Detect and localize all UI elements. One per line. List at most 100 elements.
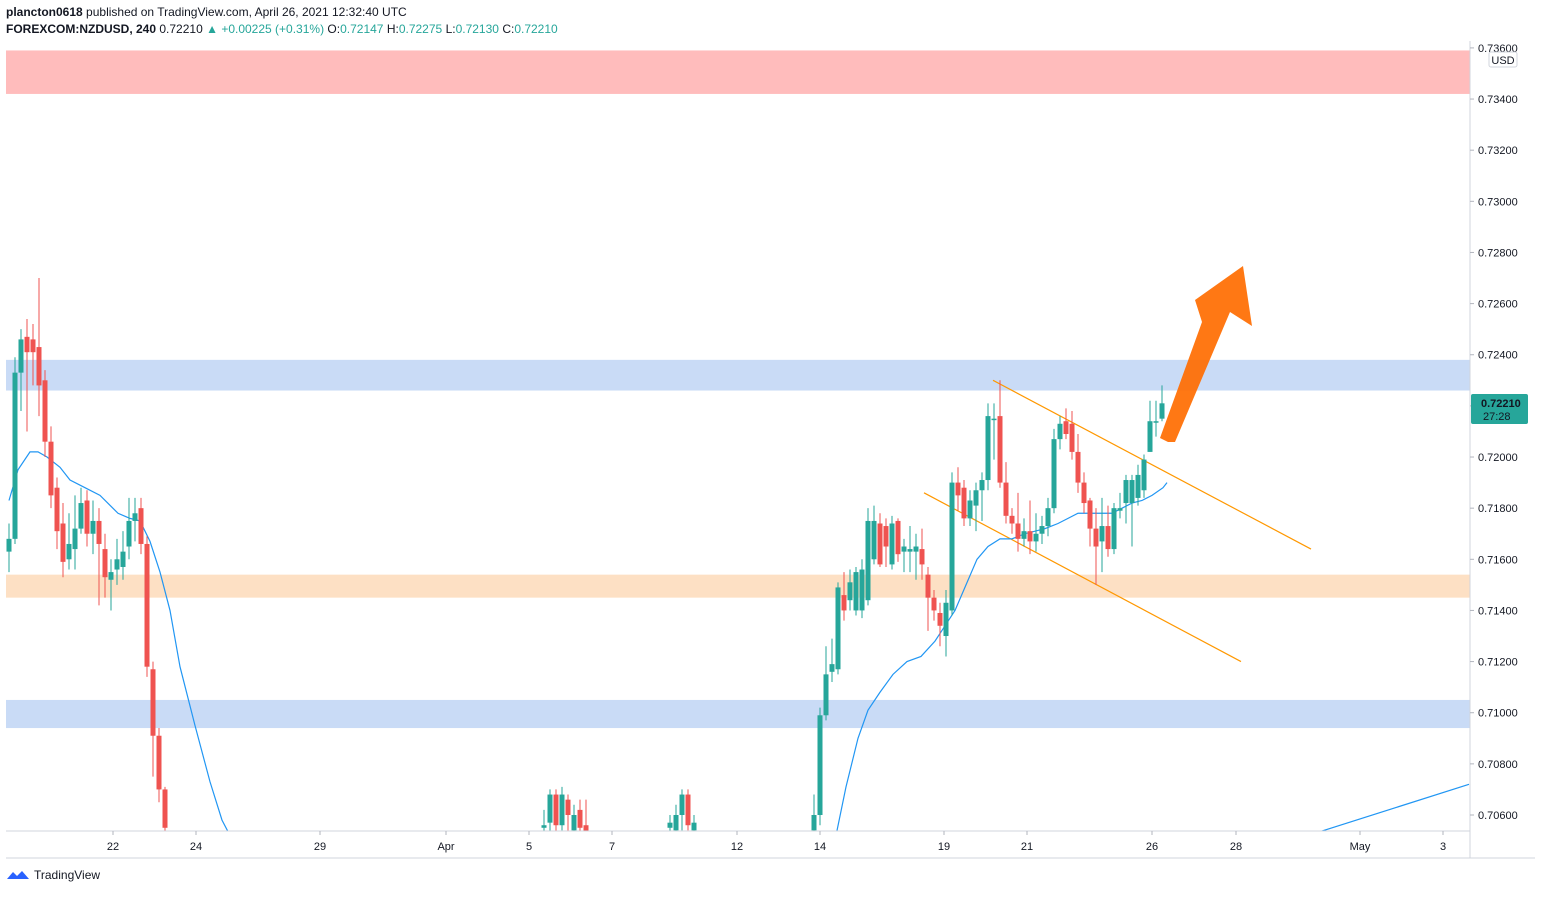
resistance-zone: [6, 50, 1470, 94]
open-label: O:: [327, 22, 341, 36]
candle: [1003, 482, 1009, 516]
candle: [1153, 421, 1159, 423]
candle: [66, 543, 72, 560]
time-tick-label: 24: [190, 841, 202, 853]
candle: [673, 815, 679, 831]
orange-support-zone: [6, 574, 1470, 598]
candle: [1027, 531, 1033, 542]
candle: [36, 347, 42, 386]
publisher-line: plancton0618 published on TradingView.co…: [6, 4, 558, 21]
candle: [150, 669, 156, 736]
candle: [559, 794, 565, 826]
moving-average-line: [8, 451, 1168, 831]
axes-layer: 0.736000.734000.732000.730000.728000.726…: [6, 41, 1535, 859]
candle: [84, 500, 90, 534]
candle: [817, 715, 823, 815]
candle: [54, 487, 60, 532]
close-value: 0.72210: [514, 22, 558, 36]
time-tick-label: 28: [1230, 841, 1242, 853]
candle: [853, 572, 859, 611]
candle: [895, 520, 901, 555]
candle: [967, 500, 973, 519]
candle: [943, 602, 949, 637]
candle: [871, 520, 877, 560]
candle: [1087, 500, 1093, 529]
time-tick-label: 12: [731, 841, 743, 853]
price-tick-label: 0.70800: [1478, 759, 1518, 771]
last-price: 0.72210: [159, 22, 203, 36]
candle: [114, 559, 120, 570]
channel-layer: [923, 379, 1312, 663]
currency-box: [1488, 51, 1518, 68]
candle: [949, 482, 955, 611]
candle: [42, 380, 48, 442]
candle: [138, 508, 144, 544]
candle: [1063, 421, 1069, 435]
candle: [685, 794, 691, 826]
published-info: published on TradingView.com, April 26, …: [86, 5, 407, 19]
candle: [667, 822, 673, 828]
time-tick-label: 14: [814, 841, 826, 853]
candle: [811, 815, 817, 831]
tradingview-logo-icon: [7, 871, 29, 879]
candle: [679, 794, 685, 815]
candle: [1033, 533, 1039, 542]
time-tick-label: 7: [609, 841, 615, 853]
tradingview-footer[interactable]: TradingView: [6, 868, 100, 882]
moving-average-line-tail: [1320, 783, 1470, 831]
candle: [877, 523, 883, 565]
candle: [108, 572, 114, 580]
candle: [1123, 480, 1129, 504]
price-tick-label: 0.71600: [1478, 554, 1518, 566]
candle: [1141, 459, 1147, 491]
candle: [1099, 526, 1105, 542]
symbol-name[interactable]: FOREXCOM:NZDUSD, 240: [6, 22, 157, 36]
candle: [553, 794, 559, 826]
tradingview-brand: TradingView: [34, 868, 101, 882]
price-change: ▲ +0.00225 (+0.31%): [206, 22, 325, 36]
candle: [6, 538, 12, 552]
candle: [1093, 528, 1099, 547]
candle: [1135, 474, 1141, 498]
time-tick-label: 5: [526, 841, 532, 853]
publisher-username[interactable]: plancton0618: [6, 5, 83, 19]
price-tick-label: 0.71200: [1478, 657, 1518, 669]
time-tick-label: 29: [314, 841, 326, 853]
time-tick-label: 21: [1021, 841, 1033, 853]
candle: [102, 549, 108, 578]
candle: [925, 574, 931, 598]
price-tick-label: 0.73200: [1478, 145, 1518, 157]
candles-layer: [6, 278, 1165, 831]
candle: [913, 546, 919, 552]
candle: [907, 549, 913, 552]
candle: [1069, 423, 1075, 452]
candle: [72, 528, 78, 550]
candle: [90, 520, 96, 534]
candle: [889, 523, 895, 565]
candle: [919, 549, 925, 565]
candle: [541, 825, 547, 828]
price-tick-label: 0.70600: [1478, 810, 1518, 822]
candle: [162, 789, 168, 828]
open-value: 0.72147: [340, 22, 384, 36]
price-tick-label: 0.71800: [1478, 503, 1518, 515]
candle: [955, 482, 961, 496]
candle: [961, 487, 967, 519]
candle: [126, 520, 132, 547]
candle: [78, 503, 84, 529]
candle: [901, 546, 907, 552]
price-tick-label: 0.72400: [1478, 350, 1518, 362]
candle: [1111, 508, 1117, 550]
high-label: H:: [386, 22, 399, 36]
candle: [1057, 423, 1063, 440]
candle: [859, 569, 865, 611]
candle: [571, 815, 577, 831]
candle: [156, 735, 162, 790]
lower-blue-zone: [6, 699, 1470, 729]
low-value: 0.72130: [455, 22, 499, 36]
candle: [1051, 439, 1057, 509]
current-price-box: [1471, 394, 1528, 424]
price-tick-label: 0.73400: [1478, 94, 1518, 106]
candle: [823, 674, 829, 716]
